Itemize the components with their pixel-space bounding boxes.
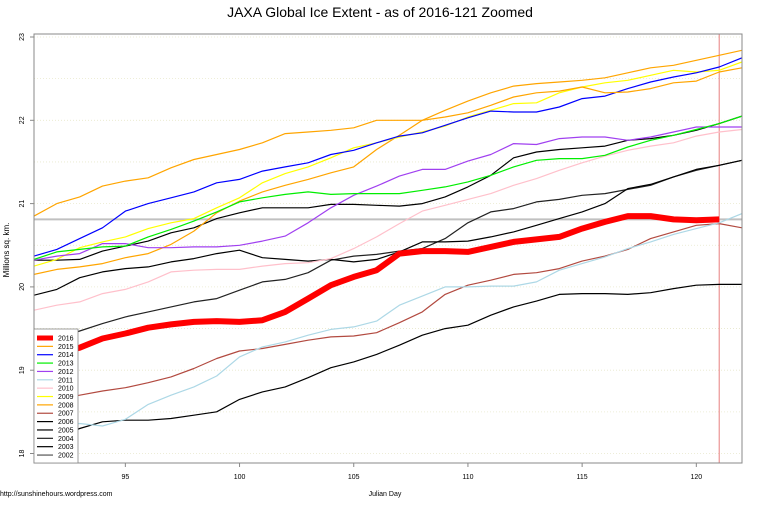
- legend-label: 2008: [58, 402, 74, 409]
- series-line-2004: [34, 159, 742, 346]
- y-tick-label: 20: [19, 283, 26, 291]
- legend-label: 2014: [58, 352, 74, 359]
- y-tick-label: 22: [19, 116, 26, 124]
- legend-label: 2004: [58, 436, 74, 443]
- legend-label: 2013: [58, 361, 74, 368]
- x-tick-label: 100: [234, 474, 246, 481]
- series-line-2014: [34, 57, 742, 257]
- legend-label: 2009: [58, 394, 74, 401]
- y-axis: 18 19 20 21 22 23: [19, 33, 34, 457]
- series-line-2013: [34, 115, 742, 260]
- credit-url: http://sunshinehours.wordpress.com: [0, 491, 113, 498]
- reference-lines: [34, 34, 742, 463]
- legend-label: 2015: [58, 344, 74, 351]
- x-axis-label: Julian Day: [369, 491, 402, 498]
- legend-label: 2010: [58, 386, 74, 393]
- series-line-2003: [34, 283, 742, 449]
- series-line-2011: [34, 213, 742, 430]
- series-line-2009: [34, 61, 742, 267]
- legend-label: 2007: [58, 411, 74, 418]
- series-line-2008: [34, 49, 742, 275]
- series-line-2015: [34, 67, 742, 217]
- legend-label: 2012: [58, 369, 74, 376]
- series-line-2010: [34, 128, 742, 311]
- y-tick-label: 21: [19, 200, 26, 208]
- series-line-2012: [34, 126, 742, 261]
- x-tick-label: 95: [121, 474, 129, 481]
- x-tick-label: 105: [348, 474, 360, 481]
- chart-title: JAXA Global Ice Extent - as of 2016-121 …: [227, 4, 533, 20]
- y-axis-label: Millions sq. km.: [2, 223, 11, 278]
- x-tick-label: 115: [577, 474, 588, 481]
- legend-label: 2006: [58, 419, 74, 426]
- series-line-2006: [34, 115, 742, 261]
- series-lines: [34, 49, 742, 449]
- legend-label: 2011: [58, 377, 73, 384]
- y-tick-label: 23: [19, 33, 26, 41]
- x-tick-label: 120: [690, 474, 702, 481]
- x-tick-label: 110: [462, 474, 473, 481]
- legend-label: 2002: [58, 453, 74, 460]
- x-axis: 95 100 105 110 115 120: [121, 463, 702, 481]
- legend-label: 2003: [58, 444, 74, 451]
- series-line-2016: [34, 213, 720, 361]
- legend-label: 2005: [58, 427, 74, 434]
- y-tick-label: 18: [19, 450, 26, 458]
- series-line-2005: [34, 159, 742, 296]
- legend-label: 2016: [58, 336, 74, 343]
- y-tick-label: 19: [19, 366, 26, 374]
- plot-frame: [33, 33, 743, 464]
